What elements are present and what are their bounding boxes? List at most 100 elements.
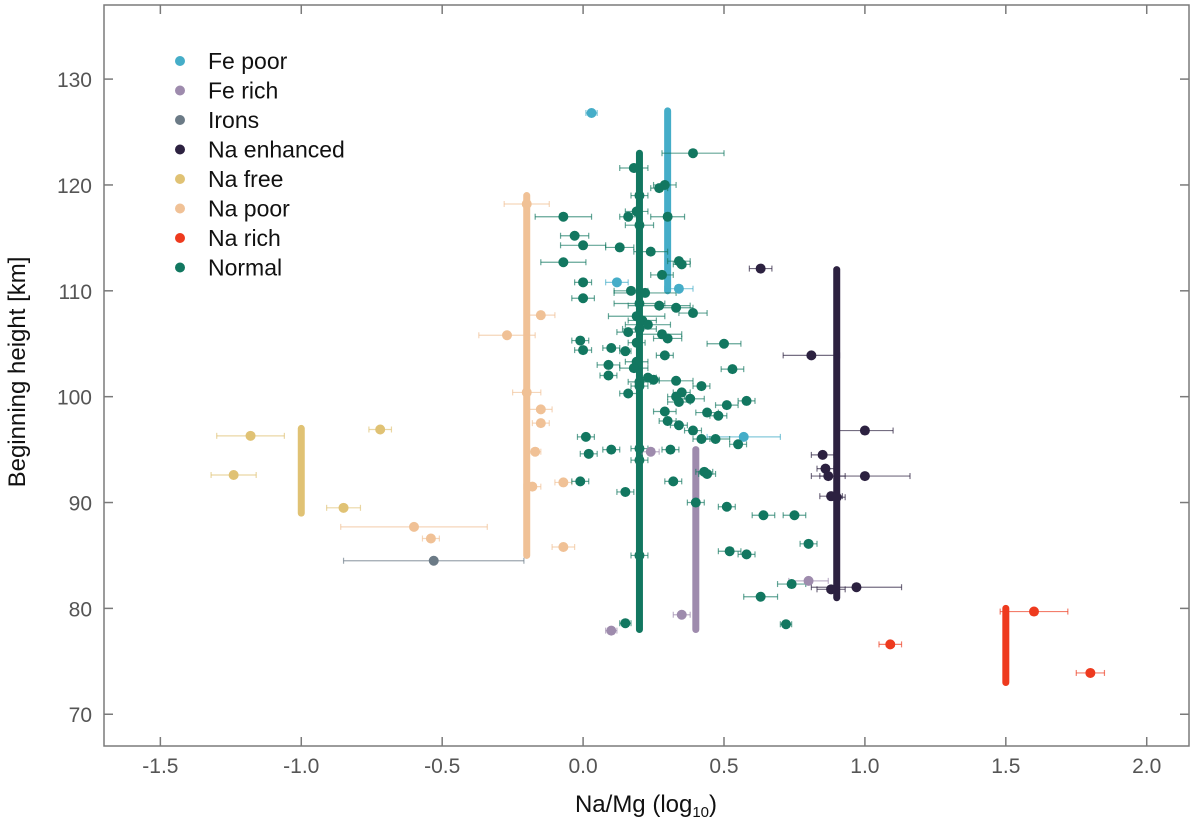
data-point <box>502 330 512 341</box>
x-tick-label: -1.5 <box>142 755 178 778</box>
data-point <box>851 582 862 593</box>
data-point <box>1085 667 1096 678</box>
data-point <box>659 406 670 417</box>
data-point <box>645 246 656 257</box>
data-point <box>620 346 631 357</box>
data-point <box>558 477 569 488</box>
x-tick-label: 0.5 <box>709 755 738 778</box>
data-point <box>530 446 541 457</box>
data-point <box>685 393 696 404</box>
data-point <box>628 363 639 374</box>
data-point <box>634 381 645 392</box>
data-point <box>614 242 625 253</box>
y-tick-label: 100 <box>57 387 92 410</box>
x-axis-label-subscript: 10 <box>692 804 709 821</box>
data-point <box>885 639 896 650</box>
data-point <box>758 510 769 521</box>
x-axis-label: Na/Mg (log10) <box>575 791 717 821</box>
data-point <box>578 345 589 356</box>
legend-marker <box>175 203 185 214</box>
data-point <box>755 263 766 274</box>
data-point <box>673 396 684 407</box>
y-tick-label: 120 <box>57 175 92 198</box>
legend-marker <box>175 144 185 155</box>
data-point <box>859 471 870 482</box>
data-point <box>375 424 386 435</box>
data-point <box>535 418 546 429</box>
data-point <box>648 374 659 385</box>
data-point <box>521 199 532 210</box>
data-point <box>673 283 684 294</box>
data-point <box>654 300 665 311</box>
data-point <box>671 375 682 386</box>
data-point <box>580 431 591 442</box>
data-point <box>671 302 682 313</box>
data-point <box>1029 606 1039 617</box>
data-point <box>628 163 639 174</box>
y-tick-label: 90 <box>69 493 92 516</box>
data-point <box>806 350 817 361</box>
data-point <box>662 211 673 222</box>
legend-marker <box>175 85 185 96</box>
data-point <box>642 319 653 330</box>
legend-marker <box>175 233 185 243</box>
data-point <box>578 240 589 251</box>
data-point <box>727 364 738 375</box>
data-point <box>535 404 546 415</box>
data-point <box>606 625 617 636</box>
x-tick-label: -1.0 <box>283 755 319 778</box>
data-point <box>586 107 597 118</box>
range-bars <box>297 107 1010 686</box>
data-point <box>668 476 679 487</box>
data-point <box>634 455 645 466</box>
data-point <box>623 388 634 399</box>
data-point <box>741 395 752 406</box>
data-point <box>781 619 791 630</box>
data-point <box>578 277 589 288</box>
data-point <box>755 591 766 602</box>
tick-labels: -1.5 -1.0 -0.5 0.0 0.5 1.0 1.5 2.0 70 80 90 100 110 1… <box>57 69 1161 778</box>
data-point <box>676 259 687 270</box>
data-point <box>631 206 642 217</box>
y-tick-label: 130 <box>57 69 92 92</box>
data-point <box>623 327 634 338</box>
x-tick-label: 1.0 <box>850 755 879 778</box>
data-point <box>688 148 698 159</box>
data-point <box>696 434 707 445</box>
legend-label: Fe poor <box>208 48 288 74</box>
data-point <box>428 555 439 566</box>
data-point <box>535 310 546 321</box>
data-point <box>713 410 724 421</box>
data-point <box>702 468 713 479</box>
legend-marker <box>175 262 185 273</box>
data-point <box>558 257 569 268</box>
data-point <box>645 446 656 457</box>
data-point <box>690 497 701 508</box>
data-point <box>823 471 834 482</box>
data-point <box>228 470 239 481</box>
y-axis-label: Beginning height [km] <box>4 257 31 488</box>
data-point <box>620 618 631 629</box>
legend: Fe poor Fe rich Irons Na enhanced Na free Na … <box>175 48 345 281</box>
data-point <box>676 609 687 620</box>
legend-label: Normal <box>208 255 282 281</box>
data-point <box>721 501 732 512</box>
data-point <box>859 425 870 436</box>
data-point <box>826 584 837 595</box>
data-point <box>688 425 698 436</box>
data-point <box>662 416 673 427</box>
data-point <box>634 298 645 309</box>
x-axis-label-close: ) <box>709 791 717 818</box>
data-point <box>620 486 631 497</box>
data-point <box>719 338 729 349</box>
data-point <box>623 211 634 222</box>
legend-marker <box>175 115 185 125</box>
data-point <box>569 230 580 241</box>
data-point <box>696 381 707 392</box>
data-point <box>724 546 735 557</box>
data-point <box>673 420 684 431</box>
legend-label: Irons <box>208 107 259 133</box>
data-point <box>611 277 622 288</box>
data-point <box>634 323 645 334</box>
data-point <box>634 190 645 201</box>
